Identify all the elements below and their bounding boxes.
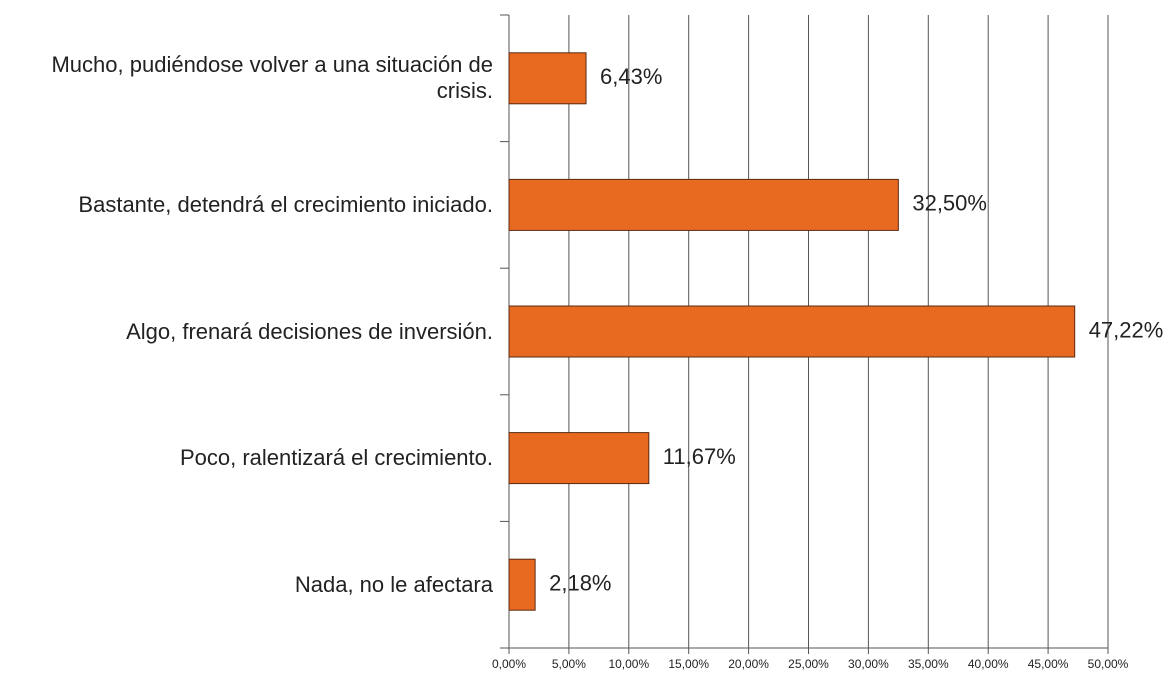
bar: [508, 178, 899, 231]
bar: [508, 52, 587, 105]
value-label: 47,22%: [1089, 317, 1164, 342]
bar: [508, 432, 650, 485]
value-label: 6,43%: [600, 64, 662, 89]
category-label: Algo, frenará decisiones de inversión.: [126, 318, 493, 344]
x-tick-label: 15,00%: [668, 657, 709, 671]
x-tick-label: 5,00%: [552, 657, 586, 671]
value-label: 11,67%: [663, 444, 736, 469]
x-tick-label: 10,00%: [608, 657, 649, 671]
value-label: 32,50%: [912, 191, 987, 216]
x-tick-label: 40,00%: [968, 657, 1009, 671]
x-tick-label: 0,00%: [492, 657, 526, 671]
x-tick-label: 25,00%: [788, 657, 829, 671]
category-label: Nada, no le afectara: [294, 571, 493, 597]
x-tick-label: 35,00%: [908, 657, 949, 671]
value-label: 2,18%: [549, 571, 611, 596]
bar: [508, 558, 536, 611]
category-label: Bastante, detendrá el crecimiento inicia…: [78, 191, 493, 217]
x-tick-label: 50,00%: [1088, 657, 1129, 671]
x-tick-label: 30,00%: [848, 657, 889, 671]
bar: [508, 305, 1076, 358]
x-tick-label: 20,00%: [728, 657, 769, 671]
x-tick-label: 45,00%: [1028, 657, 1069, 671]
category-label: Mucho, pudiéndose volver a una situación…: [51, 52, 493, 104]
category-label: Poco, ralentizará el crecimiento.: [179, 445, 493, 471]
